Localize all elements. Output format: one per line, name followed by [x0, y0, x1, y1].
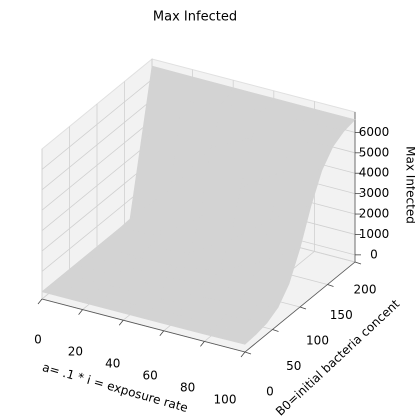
y-tick	[327, 284, 334, 287]
y-tick	[244, 351, 252, 355]
x-tick	[159, 330, 165, 337]
z-tick-label: 3000	[359, 186, 390, 200]
axis-line	[41, 298, 246, 353]
y-tick-label: 200	[354, 283, 377, 297]
x-tick	[200, 341, 205, 347]
y-tick	[272, 329, 279, 332]
x-tick-label: 40	[105, 357, 120, 371]
x-tick-label: 80	[180, 381, 195, 395]
z-tick-label: 2000	[359, 207, 390, 221]
y-tick-label: 50	[286, 359, 301, 373]
z-tick-label: 5000	[359, 145, 390, 159]
x-tick-label: 0	[34, 333, 42, 347]
grid-line	[41, 160, 153, 252]
x-tick-label: 20	[68, 345, 83, 359]
grid-line	[41, 99, 153, 191]
x-tick-label: 60	[143, 369, 158, 383]
z-axis-label: Max Infected	[404, 146, 415, 224]
grid-line	[41, 79, 153, 170]
z-tick-label: 4000	[359, 166, 390, 180]
y-tick-label: 100	[306, 334, 329, 348]
grid-line	[41, 140, 153, 231]
x-tick	[37, 298, 43, 305]
grid-line	[41, 119, 153, 211]
x-tick	[78, 309, 83, 315]
x-tick	[118, 319, 124, 326]
y-tick	[299, 306, 307, 310]
chart-title: Max Infected	[153, 10, 237, 25]
x-tick	[240, 351, 246, 358]
x-tick-label: 100	[214, 393, 237, 407]
z-tick-label: 1000	[359, 227, 390, 241]
y-tick	[354, 261, 362, 265]
z-tick-label: 0	[370, 247, 378, 261]
surface-cell	[204, 324, 257, 345]
y-tick-label: 0	[266, 385, 274, 399]
z-tick-label: 6000	[359, 125, 390, 139]
y-tick-label: 150	[330, 308, 353, 322]
